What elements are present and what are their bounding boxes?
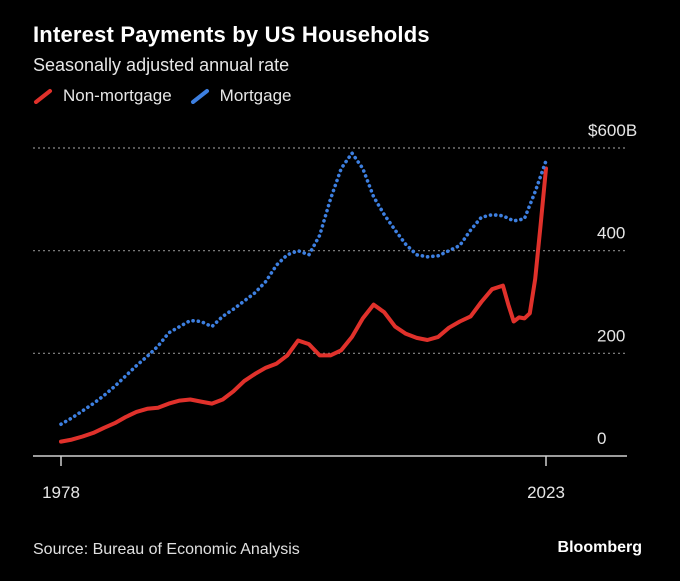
y-tick-label-200: 200 xyxy=(597,326,625,345)
chart-title: Interest Payments by US Households xyxy=(33,22,430,47)
legend-label-non-mortgage: Non-mortgage xyxy=(63,86,172,105)
legend-swatch-non-mortgage xyxy=(34,89,52,104)
legend-swatch-mortgage xyxy=(190,89,209,104)
x-tick-label-2023: 2023 xyxy=(527,483,565,502)
source-note: Source: Bureau of Economic Analysis xyxy=(33,541,300,558)
y-tick-label-400: 400 xyxy=(597,224,625,243)
chart-subtitle: Seasonally adjusted annual rate xyxy=(33,55,290,75)
legend: Non-mortgage Mortgage xyxy=(33,86,310,106)
x-tick-label-1978: 1978 xyxy=(42,483,80,502)
y-tick-label-600: $600B xyxy=(588,121,637,140)
bloomberg-logo: Bloomberg xyxy=(557,539,642,556)
series-line-mortgage xyxy=(59,151,548,426)
legend-item-mortgage: Mortgage xyxy=(190,86,292,106)
y-tick-label-0: 0 xyxy=(597,429,606,448)
series-line-non-mortgage xyxy=(59,166,548,444)
legend-item-non-mortgage: Non-mortgage xyxy=(33,86,172,106)
legend-label-mortgage: Mortgage xyxy=(219,86,292,105)
